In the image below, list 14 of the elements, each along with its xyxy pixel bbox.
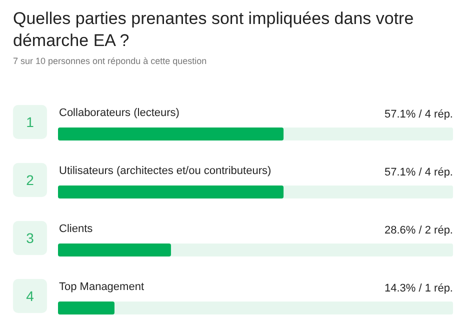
- y-tick-label: Collaborateurs (lecteurs): [59, 107, 180, 119]
- number-badge: 1: [13, 105, 47, 139]
- number-badge: 2: [13, 163, 47, 197]
- y-tick-label: Top Management: [59, 281, 144, 293]
- data-label: 14.3% / 1 rép.: [384, 282, 453, 294]
- data-label: 57.1% / 4 rép.: [384, 166, 453, 178]
- data-label: 28.6% / 2 rép.: [384, 224, 453, 236]
- number-badge: 3: [13, 221, 47, 255]
- y-tick-label: Clients: [59, 223, 94, 235]
- chart-subtitle: 7 sur 10 personnes ont répondu à cette question: [13, 56, 207, 66]
- data-label: 57.1% / 4 rép.: [384, 108, 453, 120]
- number-badge: 4: [13, 279, 47, 313]
- y-tick-label: Utilisateurs (architectes et/ou contributeurs): [59, 165, 272, 177]
- chart-title: Quelles parties prenantes sont impliquées dans votre démarche EA ?: [13, 8, 415, 52]
